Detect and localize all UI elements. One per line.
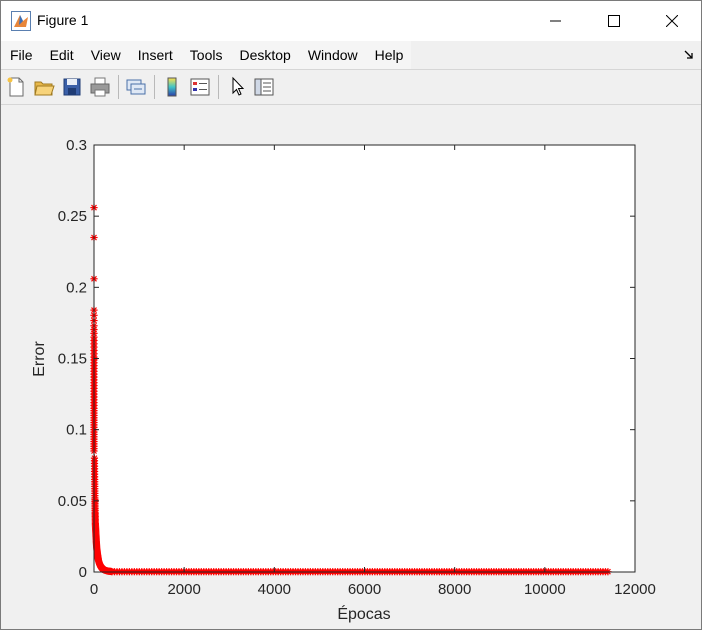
maximize-button[interactable] bbox=[585, 1, 643, 41]
menu-edit[interactable]: Edit bbox=[49, 47, 74, 63]
close-icon bbox=[666, 15, 678, 27]
x-axis-label: Épocas bbox=[337, 604, 390, 623]
x-tick-label: 10000 bbox=[524, 581, 566, 598]
y-tick-label: 0.05 bbox=[58, 493, 87, 510]
y-tick-label: 0.25 bbox=[58, 208, 87, 225]
toolbar bbox=[1, 69, 701, 105]
title-bar[interactable]: Figure 1 bbox=[1, 1, 701, 41]
insert-colorbar-icon[interactable] bbox=[161, 76, 183, 98]
dock-arrow-icon[interactable] bbox=[683, 49, 695, 61]
x-tick-label: 4000 bbox=[258, 581, 291, 598]
close-button[interactable] bbox=[643, 1, 701, 41]
y-tick-label: 0.1 bbox=[66, 422, 87, 439]
link-plot-icon[interactable] bbox=[125, 76, 147, 98]
menu-help[interactable]: Help bbox=[374, 47, 404, 63]
x-tick-label: 12000 bbox=[614, 581, 656, 598]
figure-canvas: 0 2000 4000 6000 8000 10000 12000 0 0.05 0.1 0.15… bbox=[1, 105, 701, 629]
x-tick-label: 0 bbox=[90, 581, 98, 598]
menu-tools[interactable]: Tools bbox=[189, 47, 223, 63]
plot-svg: 0 2000 4000 6000 8000 10000 12000 0 0.05 0.1 0.15… bbox=[31, 137, 656, 623]
menu-view[interactable]: View bbox=[90, 47, 121, 63]
insert-legend-icon[interactable] bbox=[189, 76, 211, 98]
y-tick-label: 0 bbox=[79, 564, 87, 581]
x-axis-ticks: 0 2000 4000 6000 8000 10000 12000 bbox=[90, 145, 656, 598]
toolbar-separator bbox=[154, 75, 155, 99]
x-tick-label: 8000 bbox=[438, 581, 471, 598]
minimize-button[interactable] bbox=[527, 1, 585, 41]
minimize-icon bbox=[550, 20, 561, 22]
menu-insert[interactable]: Insert bbox=[137, 47, 173, 63]
window-title: Figure 1 bbox=[37, 12, 89, 28]
menu-window[interactable]: Window bbox=[307, 47, 358, 63]
y-tick-label: 0.2 bbox=[66, 279, 87, 296]
toolbar-separator bbox=[118, 75, 119, 99]
matlab-figure-icon bbox=[11, 11, 31, 31]
menu-file[interactable]: File bbox=[10, 47, 33, 63]
x-tick-label: 2000 bbox=[167, 581, 200, 598]
property-editor-icon[interactable] bbox=[253, 76, 275, 98]
y-axis-label: Error bbox=[31, 341, 48, 377]
menu-bar: File Edit View Insert Tools Desktop Wind… bbox=[1, 41, 701, 69]
y-axis-ticks: 0 0.05 0.1 0.15 0.2 0.25 0.3 bbox=[58, 137, 635, 581]
y-tick-label: 0.15 bbox=[58, 351, 87, 368]
x-tick-label: 6000 bbox=[348, 581, 381, 598]
maximize-icon bbox=[608, 15, 620, 27]
save-icon[interactable] bbox=[61, 76, 83, 98]
edit-plot-cursor-icon[interactable] bbox=[227, 76, 249, 98]
y-tick-label: 0.3 bbox=[66, 137, 87, 154]
axes-background bbox=[94, 145, 635, 572]
new-figure-icon[interactable] bbox=[5, 76, 27, 98]
menu-desktop[interactable]: Desktop bbox=[239, 47, 291, 63]
toolbar-separator bbox=[218, 75, 219, 99]
print-icon[interactable] bbox=[89, 76, 111, 98]
open-file-icon[interactable] bbox=[33, 76, 55, 98]
